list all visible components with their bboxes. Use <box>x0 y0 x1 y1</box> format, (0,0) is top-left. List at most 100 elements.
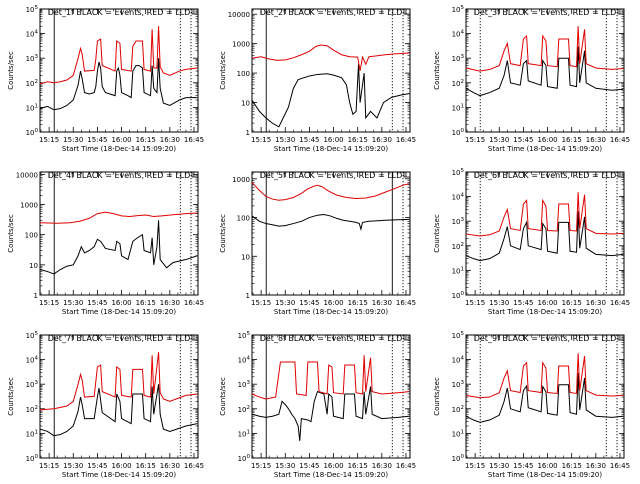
series-line-lld <box>251 44 410 71</box>
y-axis-label: Counts/sec <box>7 377 15 416</box>
x-tick-label: 16:00 <box>537 299 557 307</box>
x-tick-label: 16:30 <box>160 462 180 470</box>
series-line-events <box>39 220 198 275</box>
y-tick-label: 101 <box>26 429 38 438</box>
x-axis-label: Start Time (18-Dec-14 15:09:20) <box>488 308 602 316</box>
y-tick-label: 10 <box>241 100 250 108</box>
x-tick-label: 15:45 <box>299 136 319 144</box>
y-tick-label: 103 <box>452 380 465 389</box>
corner-marker <box>403 9 410 15</box>
y-tick-label: 10 <box>29 262 38 270</box>
corner-marker <box>617 9 624 15</box>
x-axis-label: Start Time (18-Dec-14 15:09:20) <box>62 308 176 316</box>
x-tick-label: 15:15 <box>251 462 271 470</box>
y-tick-label: 105 <box>452 5 465 14</box>
x-tick-label: 15:30 <box>275 136 295 144</box>
x-axis-label: Start Time (18-Dec-14 15:09:20) <box>274 145 388 153</box>
y-tick-label: 100 <box>26 128 39 137</box>
y-axis-label: Counts/sec <box>433 51 441 90</box>
y-tick-label: 102 <box>26 405 38 414</box>
x-tick-label: 16:15 <box>348 299 368 307</box>
y-tick-label: 1000 <box>20 202 38 210</box>
y-tick-label: 103 <box>238 380 251 389</box>
y-tick-label: 101 <box>238 429 250 438</box>
y-tick-label: 100 <box>452 291 465 300</box>
x-tick-label: 15:45 <box>299 462 319 470</box>
y-tick-label: 102 <box>452 79 464 88</box>
y-tick-label: 105 <box>238 331 251 340</box>
panel-title: Det_6f BLACK = Events, RED = LLD <box>474 171 617 180</box>
x-tick-label: 16:00 <box>323 299 343 307</box>
series-line-lld <box>251 355 410 400</box>
panel-title: Det_2f BLACK = Events, RED = LLD <box>260 8 403 17</box>
x-tick-label: 16:30 <box>586 299 606 307</box>
series-line-lld <box>465 353 624 399</box>
x-tick-label: 15:15 <box>251 299 271 307</box>
plot-frame <box>251 8 411 133</box>
y-tick-label: 104 <box>238 356 251 365</box>
plot-frame <box>39 171 199 296</box>
series-line-events <box>465 373 624 423</box>
x-axis-label: Start Time (18-Dec-14 15:09:20) <box>62 145 176 153</box>
x-tick-label: 16:30 <box>160 136 180 144</box>
y-tick-label: 105 <box>452 331 465 340</box>
plot-frame <box>465 171 625 296</box>
corner-marker <box>191 335 198 341</box>
y-tick-label: 104 <box>26 30 39 39</box>
x-tick-label: 16:30 <box>372 136 392 144</box>
plot-frame <box>251 171 411 296</box>
series-line-events <box>465 211 624 262</box>
series-line-lld <box>465 192 624 237</box>
corner-marker <box>191 172 198 178</box>
y-tick-label: 101 <box>452 103 464 112</box>
x-tick-label: 15:45 <box>299 299 319 307</box>
x-tick-label: 15:15 <box>39 136 59 144</box>
y-tick-label: 10000 <box>16 171 38 179</box>
y-tick-label: 10000 <box>228 11 250 19</box>
panel-title: Det_3f BLACK = Events, RED = LLD <box>474 8 617 17</box>
y-tick-label: 103 <box>452 54 465 63</box>
series-line-events <box>251 386 410 441</box>
series-line-events <box>39 384 198 437</box>
x-tick-label: 15:15 <box>465 136 485 144</box>
x-axis-label: Start Time (18-Dec-14 15:09:20) <box>488 471 602 479</box>
detector-panel-1: Det_1f BLACK = Events, RED = LLD 100 101 10… <box>7 5 204 153</box>
panel-title: Det_7f BLACK = Events, RED = LLD <box>48 334 191 343</box>
detector-panel-7: Det_7f BLACK = Events, RED = LLD 100 101 10… <box>7 331 204 479</box>
series-line-events <box>251 64 410 128</box>
detector-panel-8: Det_8f BLACK = Events, RED = LLD 100 101 10… <box>219 331 416 479</box>
x-tick-label: 16:15 <box>136 136 156 144</box>
y-tick-label: 100 <box>237 215 250 223</box>
x-tick-label: 15:15 <box>465 462 485 470</box>
x-tick-label: 16:15 <box>348 462 368 470</box>
x-tick-label: 16:15 <box>562 462 582 470</box>
x-tick-label: 16:15 <box>348 136 368 144</box>
series-line-events <box>251 213 410 232</box>
y-axis-label: Counts/sec <box>433 214 441 253</box>
x-tick-label: 16:45 <box>396 462 416 470</box>
y-tick-label: 105 <box>452 168 465 177</box>
x-tick-label: 16:00 <box>111 136 131 144</box>
x-tick-label: 16:00 <box>111 299 131 307</box>
y-tick-label: 100 <box>452 128 465 137</box>
y-axis-label: Counts/sec <box>7 51 15 90</box>
detector-panel-4: Det_4f BLACK = Events, RED = LLD 1 10 100 10… <box>7 171 204 316</box>
x-tick-label: 16:30 <box>586 136 606 144</box>
x-axis-label: Start Time (18-Dec-14 15:09:20) <box>62 471 176 479</box>
series-line-lld <box>39 26 198 85</box>
x-tick-label: 16:00 <box>111 462 131 470</box>
series-line-lld <box>39 211 198 224</box>
y-axis-label: Counts/sec <box>433 377 441 416</box>
y-tick-label: 104 <box>452 356 465 365</box>
x-tick-label: 15:45 <box>513 136 533 144</box>
plot-frame <box>465 8 625 133</box>
y-tick-label: 100 <box>238 454 251 463</box>
x-tick-label: 16:45 <box>184 299 204 307</box>
series-line-events <box>465 46 624 97</box>
y-tick-label: 101 <box>452 429 464 438</box>
x-tick-label: 15:30 <box>63 299 83 307</box>
panel-title: Det_9f BLACK = Events, RED = LLD <box>474 334 617 343</box>
x-tick-label: 16:00 <box>537 462 557 470</box>
x-tick-label: 16:15 <box>562 136 582 144</box>
